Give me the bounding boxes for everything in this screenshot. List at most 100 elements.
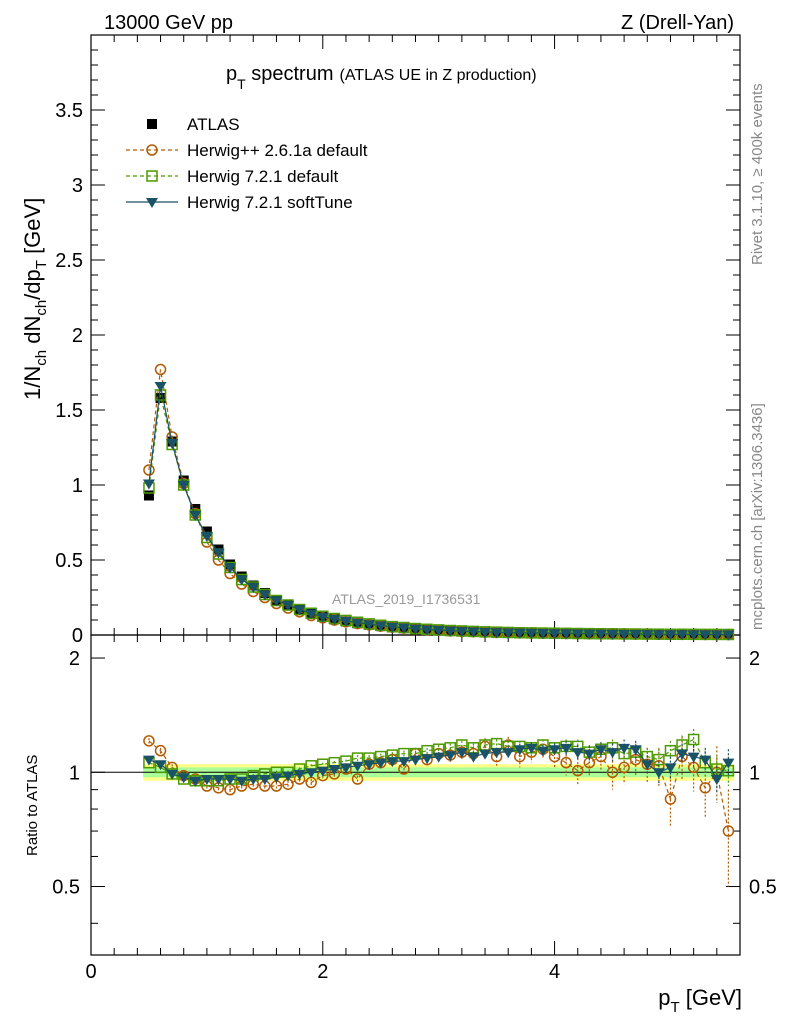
main-data-point: [409, 624, 422, 635]
y-tick-label: 1.5: [55, 400, 83, 422]
ratio-data-point: [664, 793, 677, 805]
ratio-data-point: [653, 753, 665, 766]
main-data-point: [224, 563, 237, 574]
main-data-point: [143, 464, 155, 476]
ratio-data-point: [200, 775, 213, 786]
ratio-data-point: [676, 749, 689, 760]
x-axis-label: pT [GeV]: [658, 985, 742, 1016]
legend-entry: Herwig 7.2.1 default: [187, 167, 338, 186]
main-data-point: [374, 621, 387, 632]
ratio-data-point: [687, 733, 700, 746]
ratio-y-tick-label-left: 1: [69, 762, 80, 784]
main-data-point: [421, 625, 434, 636]
main-data-point: [652, 630, 665, 641]
ratio-data-point: [606, 766, 619, 779]
main-data-point: [258, 590, 271, 601]
main-data-point: [548, 629, 561, 640]
ratio-y-tick-label-left: 2: [69, 648, 80, 670]
ratio-data-point: [386, 757, 399, 768]
ratio-data-point: [722, 825, 735, 837]
ratio-data-point: [664, 763, 677, 774]
y-tick-label: 2.5: [55, 250, 83, 272]
ratio-data-point: [722, 758, 735, 769]
main-ylabel: 1/Nch dNch/dpT [GeV]: [20, 198, 50, 400]
main-data-point: [293, 605, 306, 616]
ratio-data-point: [502, 748, 515, 759]
ratio-data-point: [224, 775, 237, 786]
legend-marker: [146, 144, 158, 156]
analysis-watermark: ATLAS_2019_I1736531: [332, 591, 481, 607]
ratio-data-point: [351, 761, 364, 772]
main-data-point: [699, 630, 712, 641]
main-data-point: [502, 628, 515, 639]
y-tick-label: 1: [72, 475, 83, 497]
legend-marker: [146, 198, 158, 208]
main-data-point: [676, 630, 689, 641]
ratio-data-point: [710, 775, 723, 786]
ratio-data-point: [282, 771, 295, 782]
title-rest: spectrum: [246, 63, 334, 85]
main-data-point: [618, 629, 631, 640]
main-data-point: [722, 630, 735, 641]
ratio-data-point: [397, 757, 410, 768]
main-data-point: [641, 630, 654, 641]
main-data-point: [687, 630, 700, 641]
main-data-point: [606, 629, 619, 640]
ratio-data-point: [652, 768, 665, 779]
ratio-data-point: [699, 755, 712, 766]
ratio-data-point: [525, 743, 538, 754]
ratio-data-point: [293, 769, 306, 780]
ratio-data-point: [479, 749, 492, 760]
main-data-point: [525, 628, 538, 639]
main-data-point: [583, 629, 596, 640]
main-data-point: [386, 622, 399, 633]
ratio-data-point: [409, 755, 422, 766]
ratio-data-point: [641, 760, 654, 771]
main-data-point: [143, 490, 154, 501]
ratio-data-point: [212, 775, 225, 786]
ratio-data-point: [374, 758, 387, 769]
main-data-point: [432, 626, 445, 637]
collision-label: 13000 GeV pp: [104, 12, 233, 34]
y-tick-label: 2: [72, 325, 83, 347]
data-marks: [142, 363, 735, 887]
ratio-data-point: [687, 752, 700, 763]
main-data-point: [177, 481, 190, 491]
main-data-point: [467, 627, 480, 638]
main-data-point: [166, 439, 179, 449]
ratio-data-point: [235, 776, 248, 787]
x-tick-label: 2: [317, 961, 328, 983]
main-data-point: [490, 628, 503, 639]
legend-entry: ATLAS: [187, 115, 240, 134]
ratio-data-point: [467, 752, 480, 763]
main-data-point: [305, 609, 318, 620]
ratio-data-point: [154, 744, 167, 757]
main-data-point: [247, 583, 260, 593]
ratio-data-point: [339, 763, 352, 774]
legend: ATLAS Herwig++ 2.6.1a default Herwig 7.2.1…: [126, 115, 368, 212]
y-tick-label: 0: [72, 625, 83, 647]
main-data-point: [536, 629, 549, 640]
legend-entry: Herwig 7.2.1 softTune: [187, 193, 353, 212]
ratio-data-point: [664, 744, 677, 757]
main-data-point: [200, 532, 213, 542]
main-data-point: [212, 548, 225, 559]
main-data-point: [629, 630, 642, 641]
x-tick-label: 0: [85, 961, 96, 983]
main-data-point: [154, 382, 167, 392]
main-data-point: [513, 628, 526, 639]
ratio-data-point: [560, 743, 573, 754]
ratio-data-point: [572, 764, 584, 777]
main-data-point: [560, 629, 573, 640]
title-small: (ATLAS UE in Z production): [340, 67, 537, 84]
main-data-point: [189, 511, 202, 521]
ratio-data-point: [571, 748, 584, 759]
main-data-point: [479, 628, 492, 638]
legend-entry: Herwig++ 2.6.1a default: [187, 141, 368, 160]
main-data-point: [664, 630, 677, 641]
ratio-data-point: [513, 745, 526, 756]
ratio-y-tick-label-right: 0.5: [749, 877, 777, 899]
main-data-point: [363, 620, 376, 631]
